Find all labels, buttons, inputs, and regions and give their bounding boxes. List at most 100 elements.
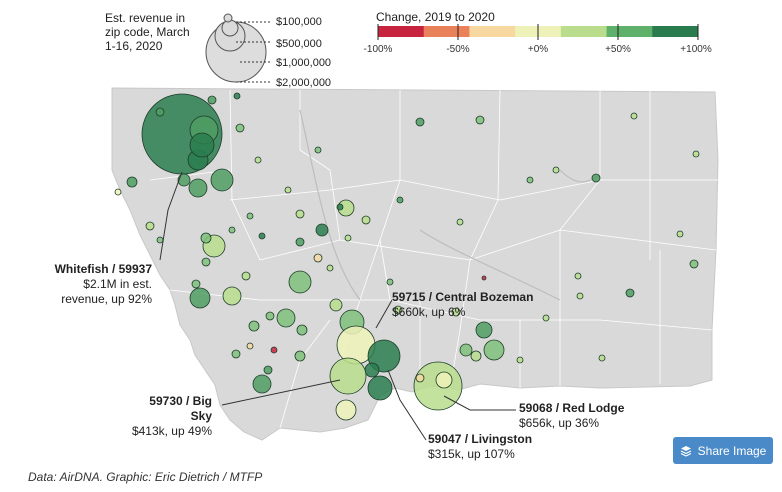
revenue-bubble <box>591 173 601 183</box>
revenue-bubble <box>177 173 191 187</box>
revenue-bubble <box>210 168 234 192</box>
size-legend-circle <box>223 13 233 23</box>
revenue-bubble <box>241 271 251 281</box>
revenue-bubble <box>692 150 700 158</box>
revenue-bubble <box>270 346 278 354</box>
leader-line <box>375 299 393 329</box>
revenue-bubble <box>295 237 305 247</box>
revenue-bubble <box>156 236 164 244</box>
tick-neg50: -50% <box>446 44 470 55</box>
leader-lines <box>159 171 516 441</box>
revenue-bubble <box>526 176 534 184</box>
callout-redlodge: 59068 / Red Lodge $656k, up 36% <box>519 401 624 431</box>
color-scale-segment <box>423 26 470 37</box>
revenue-bubble <box>413 361 463 411</box>
size-label-1m: $1,000,000 <box>276 57 332 69</box>
revenue-bubble <box>246 212 254 220</box>
county-line <box>299 90 341 241</box>
revenue-bubble <box>295 209 305 219</box>
color-legend-title: Change, 2019 to 2020 <box>376 10 495 24</box>
color-scale-segment <box>606 26 653 37</box>
color-scale-segment <box>652 26 699 37</box>
revenue-bubble <box>598 354 606 362</box>
revenue-bubble <box>475 115 485 125</box>
revenue-bubble <box>222 286 242 306</box>
tick-pos100: +100% <box>680 44 712 55</box>
revenue-bubble <box>188 178 208 198</box>
revenue-bubble <box>155 107 165 117</box>
revenue-bubble <box>552 166 560 174</box>
revenue-bubble <box>459 343 473 357</box>
size-label-500k: $500,000 <box>276 38 322 50</box>
revenue-bubble <box>294 350 306 362</box>
callout-line: $2.1M in est. <box>83 277 152 291</box>
revenue-bubble <box>201 257 211 267</box>
revenue-bubble <box>231 349 241 359</box>
revenue-bubble <box>114 188 122 196</box>
tick-neg100: -100% <box>363 44 393 55</box>
callout-bigsky: 59730 / Big Sky $413k, up 49% <box>126 394 212 439</box>
county-line <box>229 179 718 201</box>
size-label-100k: $100,000 <box>276 16 322 28</box>
revenue-bubble <box>396 196 404 204</box>
revenue-bubble <box>189 287 211 309</box>
callout-livingston: 59047 / Livingston $315k, up 107% <box>428 432 532 462</box>
callout-title: 59937 / Whitefish <box>54 262 152 276</box>
leader-line <box>221 379 341 406</box>
revenue-bubble <box>329 357 367 395</box>
leader-line <box>387 369 427 441</box>
revenue-bubble <box>315 223 329 237</box>
revenue-bubble <box>367 375 393 401</box>
tick-pos50: +50% <box>605 44 631 55</box>
revenue-bubble <box>576 292 584 300</box>
revenue-bubble <box>481 275 487 281</box>
revenue-bubble <box>265 311 275 321</box>
revenue-bubble <box>574 272 582 280</box>
revenue-bubble <box>228 226 236 234</box>
callout-title: 59730 / Big Sky <box>149 394 212 423</box>
callout-whitefish: 59937 / Whitefish $2.1M in est. revenue,… <box>54 262 152 307</box>
color-legend: Change, 2019 to 2020 -100% -50% +0% +50%… <box>360 0 720 70</box>
callout-line: $660k, up 6% <box>392 305 466 319</box>
leader-line <box>159 171 183 261</box>
revenue-bubble <box>386 278 394 286</box>
size-legend-circles <box>205 13 272 83</box>
revenue-bubble <box>233 92 241 100</box>
callout-line: $656k, up 36% <box>519 416 600 430</box>
revenue-bubble <box>516 356 524 364</box>
revenue-bubble <box>336 203 344 211</box>
revenue-bubble <box>207 95 217 105</box>
color-scale-segment <box>378 26 425 37</box>
revenue-bubble <box>314 146 322 154</box>
revenue-bubble <box>252 374 272 394</box>
revenue-bubble <box>254 156 262 164</box>
revenue-bubble <box>456 218 464 226</box>
revenue-bubble <box>435 371 453 389</box>
revenue-bubble <box>483 339 505 361</box>
callout-title: 59715 / Central Bozeman <box>392 290 534 304</box>
revenue-bubble <box>326 264 334 272</box>
revenue-bubble <box>475 321 493 339</box>
revenue-bubble <box>258 232 266 240</box>
county-line <box>379 90 401 301</box>
revenue-bubble <box>288 270 312 294</box>
revenue-bubble <box>329 298 343 312</box>
revenue-bubble <box>689 259 699 269</box>
revenue-bubble <box>200 232 212 244</box>
revenue-bubbles <box>114 92 700 421</box>
revenue-bubble <box>344 234 352 242</box>
callout-bozeman: 59715 / Central Bozeman $660k, up 6% <box>392 290 533 320</box>
share-image-button[interactable]: Share Image <box>673 437 773 464</box>
color-scale-segment <box>469 26 516 37</box>
color-scale-bar <box>377 24 699 40</box>
revenue-bubble <box>296 324 308 336</box>
share-image-label: Share Image <box>697 443 767 458</box>
revenue-bubble <box>284 186 292 194</box>
revenue-bubble <box>248 320 260 332</box>
revenue-bubble <box>246 342 254 350</box>
size-legend-title: Est. revenue in zip code, March 1-16, 20… <box>105 11 190 53</box>
revenue-bubble <box>676 230 684 238</box>
size-legend: Est. revenue in zip code, March 1-16, 20… <box>0 0 360 95</box>
revenue-bubble <box>361 215 371 225</box>
